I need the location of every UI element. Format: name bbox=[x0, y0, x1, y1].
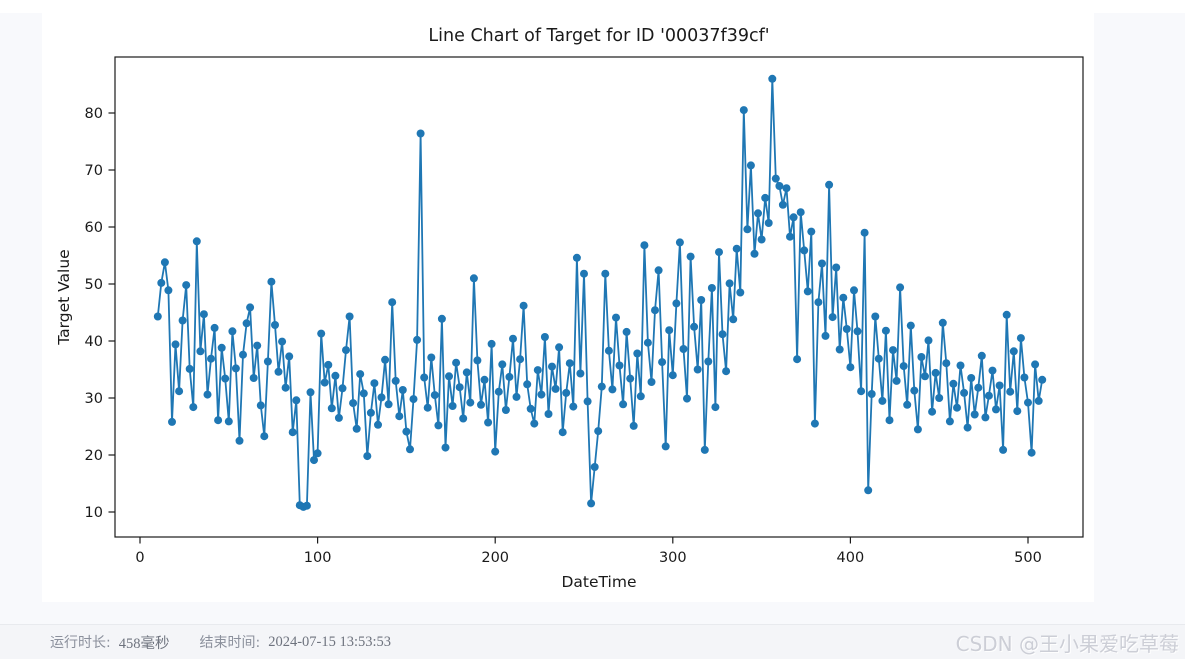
chart-title: Line Chart of Target for ID '00037f39cf' bbox=[428, 26, 770, 46]
status-bar: 运行时长: 458毫秒 结束时间: 2024-07-15 13:53:53 CS… bbox=[0, 624, 1185, 659]
runtime-label: 运行时长: bbox=[50, 635, 111, 651]
x-tick-label: 300 bbox=[659, 550, 687, 566]
matplotlib-figure: Line Chart of Target for ID '00037f39cf'… bbox=[42, 13, 1094, 602]
x-tick-label: 100 bbox=[304, 550, 332, 566]
y-tick-label: 20 bbox=[85, 448, 103, 464]
y-tick-label: 80 bbox=[85, 106, 103, 122]
plot-border bbox=[114, 56, 1084, 538]
y-tick-label: 30 bbox=[85, 391, 103, 407]
y-tick-label: 50 bbox=[85, 277, 103, 293]
line-chart-plot: 0 100 200 300 400 500 10 20 30 40 50 60 70 80 bbox=[85, 56, 1084, 566]
runtime-value: 458毫秒 bbox=[118, 635, 170, 652]
y-tick-label: 40 bbox=[85, 334, 103, 350]
endtime-value: 2024-07-15 13:53:53 bbox=[268, 633, 392, 650]
endtime-label: 结束时间: bbox=[199, 635, 261, 651]
x-tick-label: 0 bbox=[135, 550, 144, 566]
x-tick-label: 400 bbox=[837, 550, 865, 566]
y-tick-label: 10 bbox=[85, 505, 103, 521]
csdn-watermark: CSDN @王小果爱吃草莓 bbox=[955, 631, 1179, 656]
run-status: 运行时长: 458毫秒 结束时间: 2024-07-15 13:53:53 bbox=[50, 632, 391, 653]
y-tick-label: 60 bbox=[85, 220, 103, 236]
data-line bbox=[156, 77, 1044, 508]
x-tick-label: 200 bbox=[481, 550, 509, 566]
x-axis-label: DateTime bbox=[561, 573, 637, 591]
top-strip bbox=[0, 0, 1185, 13]
data-markers bbox=[153, 74, 1047, 511]
y-tick-label: 70 bbox=[85, 163, 103, 179]
x-tick-label: 500 bbox=[1014, 550, 1042, 566]
